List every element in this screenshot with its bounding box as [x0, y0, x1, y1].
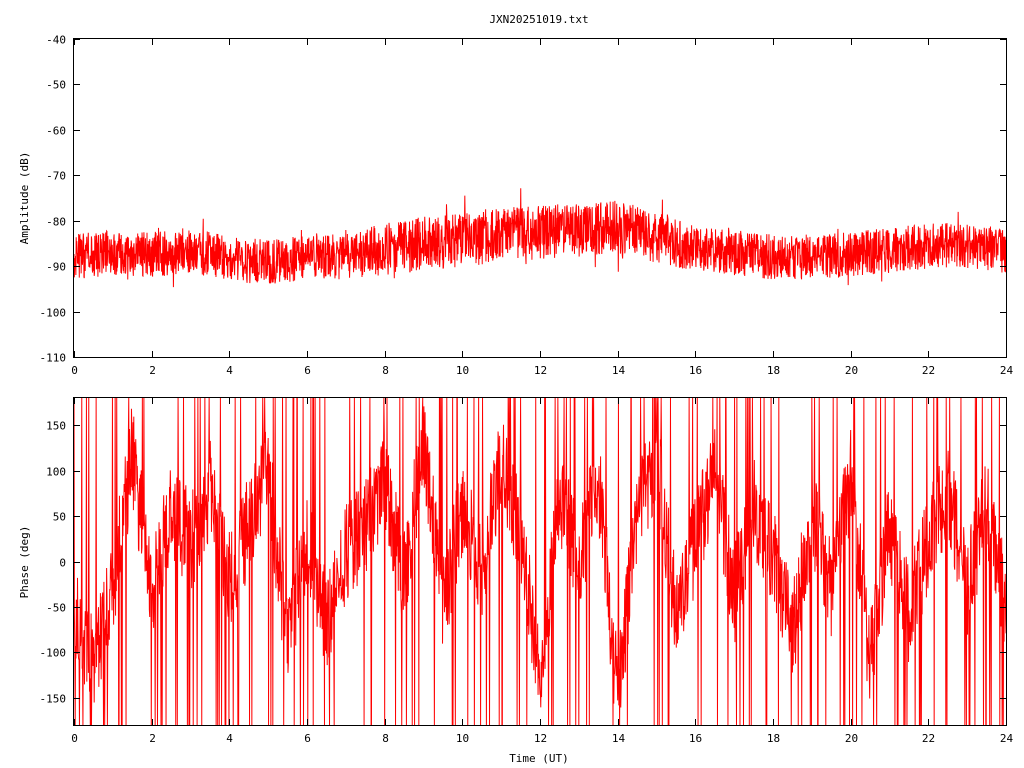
- phase-y-ticks: 150 100 50 0 -50 -100 -150: [40, 420, 1006, 706]
- phase-y-tick-label: 50: [53, 511, 66, 524]
- phase-y-tick-label: 0: [59, 557, 66, 570]
- amplitude-x-tick-label: 12: [534, 364, 547, 377]
- phase-x-tick-label: 0: [71, 732, 78, 745]
- amplitude-y-tick-label: -110: [40, 352, 67, 365]
- amplitude-x-tick-label: 18: [767, 364, 780, 377]
- amplitude-x-tick-label: 2: [149, 364, 156, 377]
- phase-x-tick-label: 4: [226, 732, 233, 745]
- phase-x-tick-label: 18: [767, 732, 780, 745]
- phase-series-line: [73, 397, 1007, 726]
- phase-x-tick-label: 20: [845, 732, 858, 745]
- phase-y-tick-label: 100: [46, 466, 66, 479]
- phase-y-axis-label: Phase (deg): [18, 526, 31, 599]
- amplitude-y-ticks: -40 -50 -60 -70 -80 -90 -100 -110: [40, 34, 1006, 365]
- amplitude-y-tick-label: -90: [46, 261, 66, 274]
- phase-plot-frame: [73, 397, 1007, 726]
- amplitude-x-tick-label: 4: [226, 364, 233, 377]
- amplitude-x-tick-label: 22: [922, 364, 935, 377]
- x-axis-label: Time (UT): [509, 752, 569, 765]
- chart-title: JXN20251019.txt: [489, 13, 588, 26]
- amplitude-y-tick-label: -70: [46, 170, 66, 183]
- amplitude-x-tick-label: 0: [71, 364, 78, 377]
- phase-x-tick-label: 16: [689, 732, 702, 745]
- phase-y-tick-label: 150: [46, 420, 66, 433]
- amplitude-x-tick-label: 16: [689, 364, 702, 377]
- phase-y-tick-label: -100: [40, 647, 67, 660]
- amplitude-x-tick-label: 24: [1000, 364, 1014, 377]
- phase-x-tick-label: 24: [1000, 732, 1014, 745]
- amplitude-y-tick-label: -40: [46, 34, 66, 47]
- amplitude-series-line: [73, 188, 1007, 288]
- amplitude-y-tick-label: -80: [46, 216, 66, 229]
- amplitude-y-tick-label: -50: [46, 79, 66, 92]
- phase-x-tick-label: 10: [456, 732, 469, 745]
- amplitude-x-tick-label: 10: [456, 364, 469, 377]
- phase-series: [73, 397, 1007, 726]
- amplitude-x-ticks: 0 2 4 6 8 10 12 14 16 18 20 22 24: [71, 39, 1013, 377]
- amplitude-y-tick-label: -100: [40, 307, 67, 320]
- amplitude-panel: -40-50-60-70-80-90-100-110 0 2 4 6 8 10 12 14 16…: [18, 34, 1013, 378]
- phase-x-tick-label: 6: [304, 732, 311, 745]
- amplitude-x-tick-label: 6: [304, 364, 311, 377]
- phase-x-tick-label: 12: [534, 732, 547, 745]
- amplitude-x-tick-label: 14: [612, 364, 626, 377]
- phase-x-tick-label: 14: [612, 732, 626, 745]
- phase-y-tick-label: -50: [46, 602, 66, 615]
- phase-y-tick-label: -150: [40, 693, 67, 706]
- amplitude-series: [73, 188, 1007, 288]
- amplitude-plot-frame: [73, 38, 1007, 358]
- amplitude-x-tick-label: 8: [382, 364, 389, 377]
- amplitude-y-tick-label: -60: [46, 125, 66, 138]
- phase-x-tick-label: 8: [382, 732, 389, 745]
- phase-x-ticks: 0 2 4 6 8 10 12 14 16 18 20 22 24: [71, 398, 1013, 745]
- amplitude-x-tick-label: 20: [845, 364, 858, 377]
- phase-x-tick-label: 22: [922, 732, 935, 745]
- amplitude-y-axis-label: Amplitude (dB): [18, 152, 31, 245]
- phase-x-tick-label: 2: [149, 732, 156, 745]
